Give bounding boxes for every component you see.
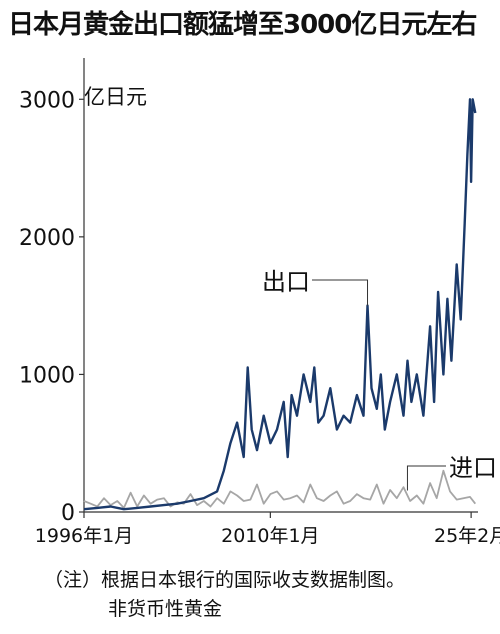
chart-title: 日本月黄金出口额猛增至3000亿日元左右 <box>8 10 477 40</box>
export-label: 出口 <box>262 268 310 296</box>
axes: 0 1000 2000 3000 1996年1月 2010年1月 25年2月 <box>19 58 500 547</box>
x-tick-label-2: 25年2月 <box>434 525 500 547</box>
footnote-detail: 非货币性黄金 <box>108 598 223 620</box>
export-leader-line <box>312 279 369 306</box>
series-line-0 <box>83 98 477 511</box>
series-line-1 <box>83 469 477 509</box>
series-lines <box>83 98 477 511</box>
import-leader-line <box>406 465 446 491</box>
import-label: 进口 <box>449 454 497 482</box>
y-tick-label-3: 3000 <box>19 88 75 113</box>
y-tick-label-2: 2000 <box>19 226 75 251</box>
y-unit-label: 亿日元 <box>84 85 147 109</box>
y-tick-label-0: 0 <box>61 501 75 526</box>
footnote: （注）根据日本银行的国际收支数据制图。 <box>44 569 406 591</box>
x-tick-label-1: 2010年1月 <box>221 525 319 547</box>
x-tick-label-0: 1996年1月 <box>35 525 133 547</box>
y-tick-label-1: 1000 <box>19 363 75 388</box>
